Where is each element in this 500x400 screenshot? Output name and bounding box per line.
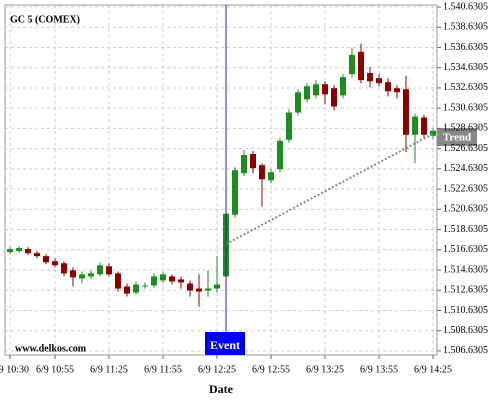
candle-body: [277, 140, 283, 170]
candle-body: [61, 263, 67, 274]
candle-body: [205, 288, 211, 291]
candle-body: [430, 130, 436, 136]
x-tick-label: 6/9 13:25: [306, 364, 344, 375]
candle-body: [25, 249, 31, 254]
x-tick-label: 6/9 11:25: [90, 364, 128, 375]
candle-body: [232, 170, 238, 215]
candle-body: [376, 78, 382, 84]
candle-body: [421, 117, 427, 135]
y-tick-label: 1.530.6305: [443, 102, 488, 113]
candle-body: [97, 265, 103, 275]
trend-label: Trend: [443, 132, 471, 144]
y-tick-label: 1.524.6305: [443, 163, 488, 174]
y-tick-label: 1.520.6305: [443, 204, 488, 215]
candle-body: [331, 88, 337, 107]
candle-body: [358, 51, 364, 81]
y-tick-label: 1.528.6305: [443, 123, 488, 134]
candle-body: [43, 256, 49, 263]
chart-title: GC 5 (COMEX): [10, 14, 80, 25]
candle-body: [394, 88, 400, 93]
candle-body: [142, 285, 148, 287]
candle-body: [385, 82, 391, 92]
plot-area: [4, 4, 438, 356]
y-tick-label: 1.534.6305: [443, 62, 488, 73]
candle-body: [151, 276, 157, 286]
candle-body: [34, 253, 40, 257]
y-tick-label: 1.512.6305: [443, 285, 488, 296]
candle-body: [79, 274, 85, 279]
candle-body: [187, 283, 193, 291]
candle-body: [214, 284, 220, 289]
candle-body: [16, 248, 22, 252]
trend-line: [225, 132, 434, 245]
candle-body: [160, 274, 166, 281]
candle-body: [304, 86, 310, 100]
candle-body: [178, 279, 184, 283]
y-tick-label: 1.508.6305: [443, 325, 488, 336]
candle-body: [196, 288, 202, 292]
candle-body: [295, 92, 301, 113]
x-tick-label: 6/9 14:25: [414, 364, 452, 375]
candle-body: [412, 116, 418, 135]
y-tick-label: 1.514.6305: [443, 264, 488, 275]
x-axis-label: Date: [209, 382, 234, 396]
candle-body: [259, 165, 265, 180]
candle-body: [403, 89, 409, 135]
x-tick-label: 6/9 10:55: [36, 364, 74, 375]
candle-body: [340, 77, 346, 96]
candle-body: [115, 273, 121, 289]
y-tick-label: 1.536.6305: [443, 42, 488, 53]
y-tick-label: 1.532.6305: [443, 82, 488, 93]
candle-body: [367, 73, 373, 82]
candle-body: [88, 273, 94, 277]
x-tick-label: 6/9 11:55: [144, 364, 182, 375]
candle-body: [133, 284, 139, 293]
candle-body: [169, 276, 175, 282]
y-tick-label: 1.510.6305: [443, 305, 488, 316]
candle-body: [124, 286, 130, 294]
candle-body: [241, 155, 247, 174]
y-tick-label: 1.522.6305: [443, 183, 488, 194]
y-tick-label: 1.506.6305: [443, 345, 488, 356]
candle-body: [349, 54, 355, 75]
candle-body: [313, 84, 319, 96]
x-tick-label: 6/9 10:30: [0, 364, 29, 375]
y-tick-label: 1.516.6305: [443, 244, 488, 255]
candle-body: [52, 261, 58, 266]
candle-body: [268, 172, 274, 181]
watermark: www.delkos.com: [15, 343, 87, 354]
x-tick-label: 6/9 12:25: [198, 364, 236, 375]
candle-body: [106, 266, 112, 275]
y-tick-label: 1.518.6305: [443, 224, 488, 235]
candle-body: [322, 84, 328, 95]
event-box: [205, 332, 245, 355]
y-tick-label: 1.526.6305: [443, 143, 488, 154]
candle-body: [286, 112, 292, 140]
candle-body: [7, 249, 13, 253]
candle-body: [250, 154, 256, 169]
trend-box: [437, 128, 477, 146]
y-tick-label: 1.538.6305: [443, 22, 488, 33]
x-tick-label: 6/9 12:55: [252, 364, 290, 375]
x-tick-label: 6/9 13:55: [360, 364, 398, 375]
y-tick-label: 1.540.6305: [443, 1, 488, 12]
event-label: Event: [210, 338, 240, 352]
candle-body: [70, 270, 76, 278]
